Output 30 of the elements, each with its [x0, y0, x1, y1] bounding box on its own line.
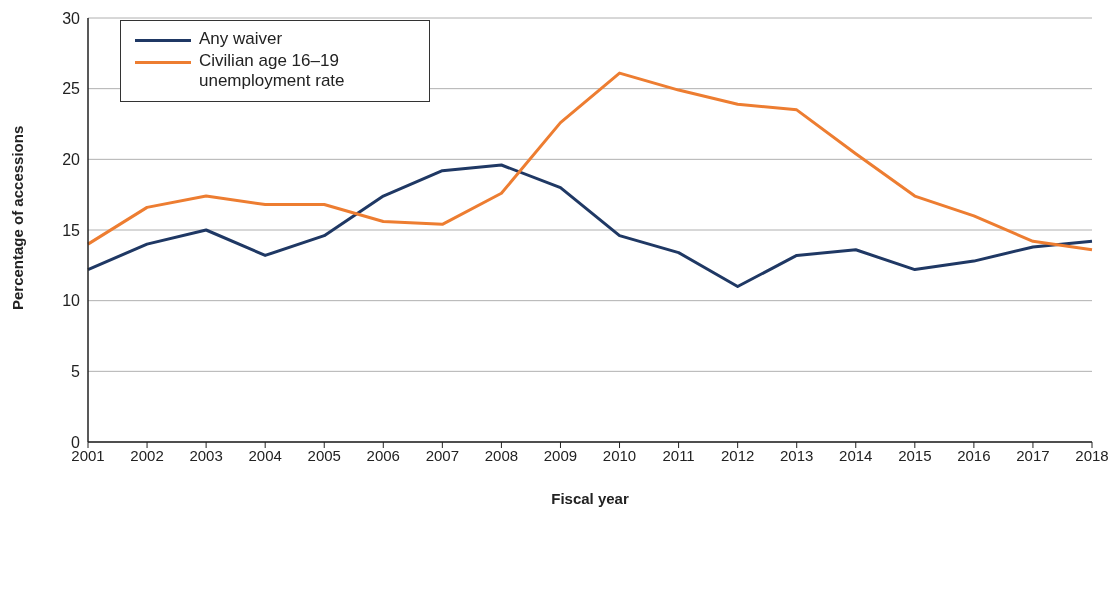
x-tick-label: 2002 [130, 446, 164, 464]
y-tick-label: 5 [71, 363, 81, 381]
x-tick-label: 2011 [662, 446, 695, 464]
x-tick-label: 2005 [307, 446, 341, 464]
x-tick-label: 2010 [602, 446, 637, 464]
x-tick-label: 2007 [425, 446, 460, 464]
legend-label: Civilian age 16–19 unemployment rate [199, 51, 346, 91]
y-tick-label: 25 [62, 80, 81, 98]
x-tick-label: 2009 [543, 446, 578, 464]
legend-label: Any waiver [199, 29, 283, 49]
x-tick-label: 2013 [780, 446, 814, 464]
x-axis-title: Fiscal year [551, 490, 629, 507]
x-tick-label: 2017 [1016, 446, 1050, 464]
x-tick-label: 2004 [248, 446, 282, 464]
x-tick-label: 2016 [957, 446, 991, 464]
line-series [86, 71, 1094, 252]
x-tick-label: 2012 [720, 446, 755, 464]
y-tick-label: 15 [62, 221, 81, 239]
y-tick-label: 20 [62, 151, 81, 169]
y-axis-title: Percentage of accessions [9, 125, 27, 310]
y-tick-label: 30 [62, 9, 81, 27]
x-tick-label: 2014 [839, 446, 873, 464]
y-tick-label: 0 [71, 433, 81, 451]
x-tick-label: 2003 [189, 446, 223, 464]
y-tick-label: 10 [62, 292, 81, 310]
x-tick-label: 2006 [366, 446, 400, 464]
x-tick-label: 2008 [484, 446, 519, 464]
x-tick-label: 2015 [898, 446, 932, 464]
line-series [86, 163, 1094, 289]
x-tick-label: 2018 [1075, 446, 1109, 464]
